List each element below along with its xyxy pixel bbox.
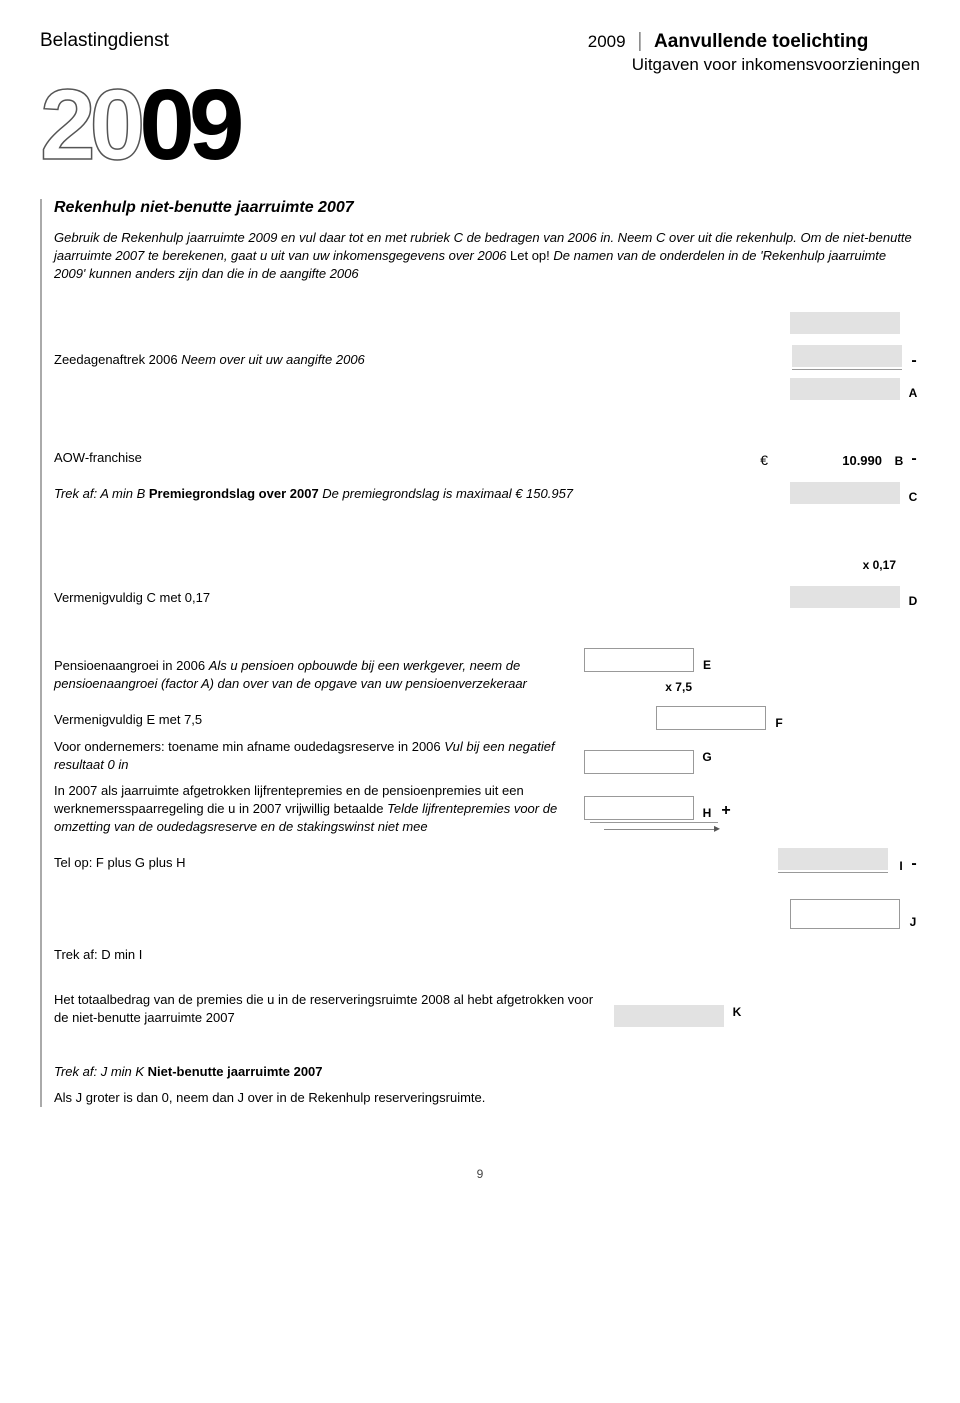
row-c-over — [54, 306, 920, 334]
telop-label: Tel op: F plus G plus H — [54, 854, 778, 872]
org-name: Belastingdienst — [40, 30, 169, 52]
box-c-over — [790, 312, 900, 334]
intro-text: Gebruik de Rekenhulp jaarruimte 2009 en … — [54, 229, 920, 284]
minus-1: - — [908, 352, 920, 370]
letter-j: J — [906, 915, 920, 929]
minus-3: - — [908, 855, 920, 873]
row-ondernemers: Voor ondernemers: toename min afname oud… — [54, 738, 920, 774]
header-separator: | — [637, 30, 642, 52]
verm-e-label: Vermenigvuldig E met 7,5 — [54, 711, 656, 729]
row-j: J — [54, 899, 920, 929]
row-telop: Tel op: F plus G plus H I - — [54, 845, 920, 873]
row-verm-c: Vermenigvuldig C met 0,17 D — [54, 580, 920, 608]
box-d — [790, 586, 900, 608]
page-number: 9 — [40, 1167, 920, 1181]
row-trek-di: Trek af: D min I — [54, 937, 920, 965]
row-pensioen: Pensioenaangroei in 2006 Als u pensioen … — [54, 648, 920, 694]
input-h[interactable] — [584, 796, 694, 820]
box-i — [778, 848, 888, 870]
letter-c: C — [906, 490, 920, 504]
trek-jk-prefix: Trek af: J min K — [54, 1064, 148, 1079]
letter-f: F — [772, 716, 786, 730]
letter-b: B — [892, 454, 906, 468]
letter-k: K — [730, 1005, 744, 1019]
trek-ab-bold: Premiegrondslag over 2007 — [149, 486, 322, 501]
aow-value: 10.990 — [776, 453, 886, 468]
header-subtitle: Uitgaven voor inkomensvoorzieningen — [632, 55, 920, 75]
header-year: 2009 — [588, 32, 626, 51]
big-year: 2009 — [40, 75, 920, 175]
header-title: Aanvullende toelichting — [654, 31, 868, 52]
box-a — [790, 378, 900, 400]
row-verm-e: Vermenigvuldig E met 7,5 F — [54, 702, 920, 730]
row-2007: In 2007 als jaarruimte afgetrokken lijfr… — [54, 782, 920, 837]
letter-d: D — [906, 594, 920, 608]
totaal-label: Het totaalbedrag van de premies die u in… — [54, 991, 614, 1027]
trek-jk-note: Als J groter is dan 0, neem dan J over i… — [54, 1089, 920, 1107]
plus-1: + — [720, 802, 732, 820]
trek-ab-note: De premiegrondslag is maximaal € 150.957 — [322, 486, 573, 501]
trek-jk-bold: Niet-benutte jaarruimte 2007 — [148, 1064, 323, 1079]
row-trek-ab: Trek af: A min B Premiegrondslag over 20… — [54, 476, 920, 504]
year-outline: 20 — [40, 69, 139, 181]
letter-e: E — [700, 658, 714, 672]
zeedagen-note: Neem over uit uw aangifte 2006 — [181, 352, 365, 367]
row-a: A — [54, 372, 920, 400]
input-g[interactable] — [584, 750, 694, 774]
section-title: Rekenhulp niet-benutte jaarruimte 2007 — [54, 199, 920, 217]
euro-icon: € — [760, 452, 768, 468]
form-page: Belastingdienst 2009 | Aanvullende toeli… — [0, 0, 960, 1221]
pensioen-label: Pensioenaangroei in 2006 — [54, 658, 209, 673]
input-j[interactable] — [790, 899, 900, 929]
row-mult017-label: x 0,17 — [54, 544, 920, 572]
aow-label: AOW-franchise — [54, 449, 760, 467]
letter-g: G — [700, 750, 714, 764]
content: Rekenhulp niet-benutte jaarruimte 2007 G… — [40, 199, 920, 1107]
ondernemers-label: Voor ondernemers: toename min afname oud… — [54, 739, 444, 754]
letter-a: A — [906, 386, 920, 400]
row-aow: AOW-franchise € 10.990 B - — [54, 440, 920, 468]
year-solid: 09 — [139, 69, 238, 181]
row-trek-jk: Trek af: J min K Niet-benutte jaarruimte… — [54, 1053, 920, 1081]
trek-di-label: Trek af: D min I — [54, 946, 790, 964]
minus-2: - — [908, 450, 920, 468]
input-e[interactable] — [584, 648, 694, 672]
trek-ab-prefix: Trek af: A min B — [54, 486, 149, 501]
verm-c-label: Vermenigvuldig C met 0,17 — [54, 589, 790, 607]
zeedagen-label: Zeedagenaftrek 2006 — [54, 352, 181, 367]
row-totaal: Het totaalbedrag van de premies die u in… — [54, 991, 920, 1027]
mult-017: x 0,17 — [790, 558, 900, 572]
box-c — [790, 482, 900, 504]
box-zeedagen — [792, 345, 902, 367]
letter-i: I — [894, 859, 908, 873]
box-k — [614, 1005, 724, 1027]
header-right: 2009 | Aanvullende toelichting Uitgaven … — [588, 30, 920, 75]
mult-75: x 7,5 — [586, 680, 696, 694]
row-zeedagen: Zeedagenaftrek 2006 Neem over uit uw aan… — [54, 342, 920, 370]
letter-h: H — [700, 806, 714, 820]
arrow-right-icon — [604, 825, 714, 837]
input-f[interactable] — [656, 706, 766, 730]
